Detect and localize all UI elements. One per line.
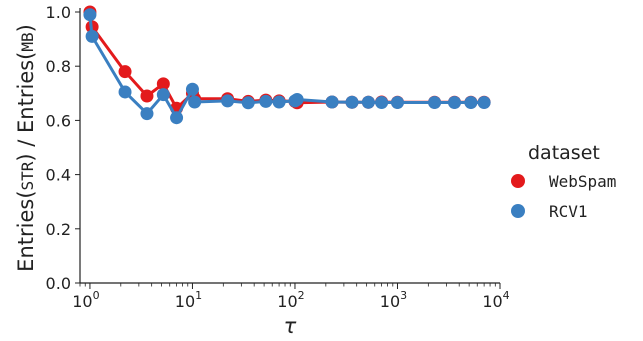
data-point (290, 93, 304, 107)
data-point (118, 65, 132, 79)
data-point (325, 95, 339, 109)
legend: dataset WebSpam RCV1 (511, 142, 616, 221)
data-point (390, 96, 404, 110)
data-point (221, 94, 235, 108)
data-point (156, 88, 170, 102)
data-point (345, 95, 359, 109)
y-tick-label: 0.4 (46, 166, 71, 185)
x-axis-label: τ (284, 314, 297, 338)
series-webspam (83, 5, 491, 115)
data-point (428, 96, 442, 110)
legend-marker (511, 204, 525, 218)
data-point (118, 85, 132, 99)
y-tick-label: 1.0 (46, 3, 71, 22)
y-tick-label: 0.6 (46, 111, 71, 130)
legend-label: WebSpam (549, 172, 616, 191)
data-point (272, 95, 286, 109)
data-point (188, 95, 202, 109)
data-point (140, 107, 154, 121)
data-point (156, 77, 170, 91)
axes: 0.0 0.2 0.4 0.6 0.8 1.0 100 101 102 103 104 τ Entrie… (14, 3, 510, 338)
data-point (477, 96, 491, 110)
x-tick-label: 101 (175, 289, 202, 311)
data-point (361, 95, 375, 109)
series-rcv1 (83, 8, 491, 125)
x-tick-label: 102 (277, 289, 304, 311)
data-point (375, 96, 389, 110)
data-point (185, 82, 199, 96)
data-point (448, 96, 462, 110)
data-point (259, 94, 273, 108)
y-tick-label: 0.2 (46, 220, 71, 239)
data-point (170, 111, 184, 125)
y-tick-label: 0.8 (46, 57, 71, 76)
data-point (83, 8, 97, 22)
legend-title: dataset (528, 142, 600, 164)
data-point (140, 89, 154, 103)
data-point (464, 96, 478, 110)
series-layer (83, 5, 491, 125)
series-line (88, 14, 485, 120)
x-tick-label: 100 (72, 289, 99, 311)
data-point (85, 29, 99, 43)
y-axis-label: Entries(STR) / Entries(MB) (14, 24, 38, 272)
data-point (241, 96, 255, 110)
x-tick-label: 104 (482, 289, 509, 311)
legend-marker (511, 174, 525, 188)
x-tick-label: 103 (380, 289, 407, 311)
legend-label: RCV1 (549, 202, 588, 221)
y-tick-label: 0.0 (46, 274, 71, 293)
